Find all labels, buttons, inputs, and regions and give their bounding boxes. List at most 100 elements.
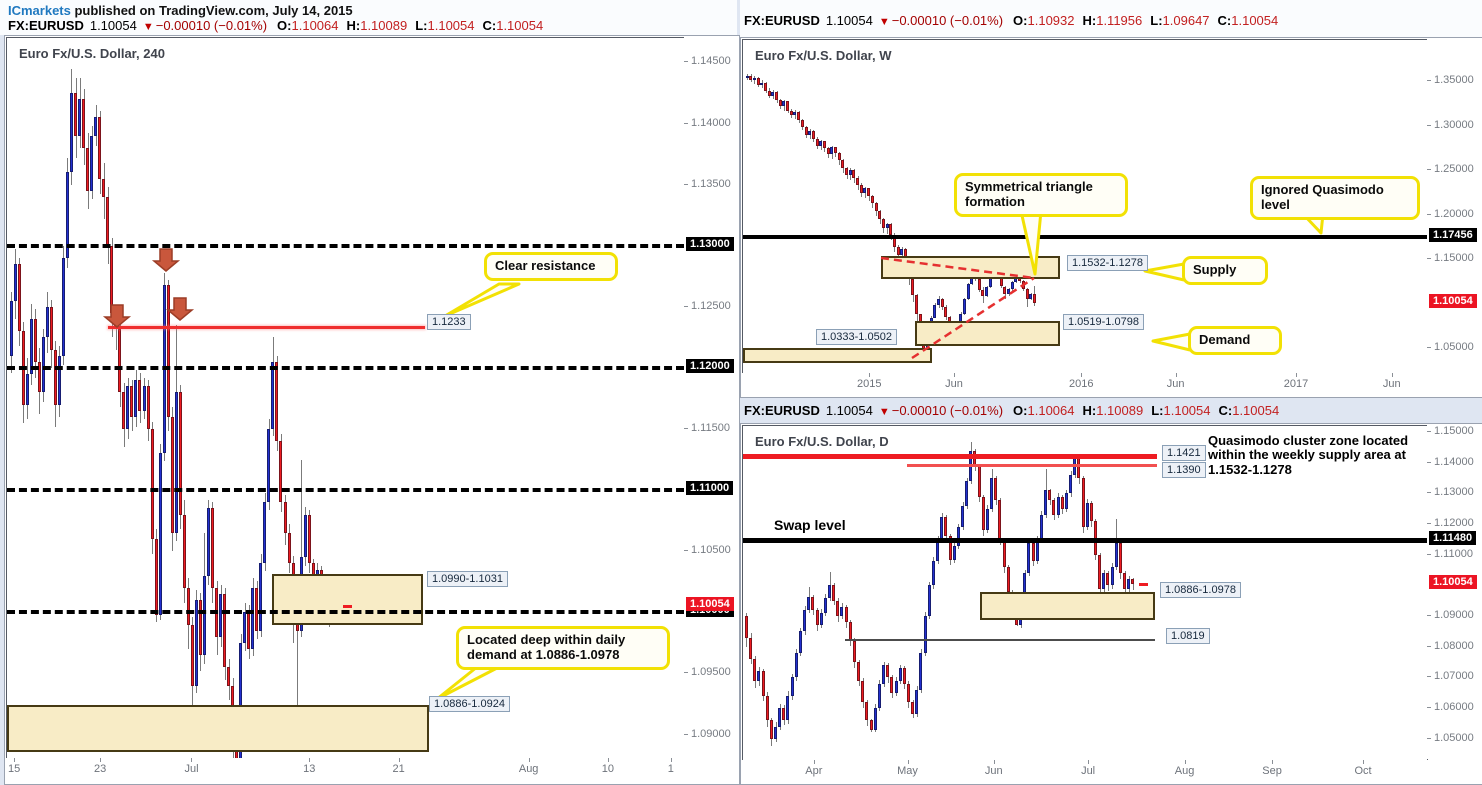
candle-body: [761, 671, 765, 696]
price-tag[interactable]: 1.0519-1.0798: [1063, 314, 1144, 330]
level-1.10000[interactable]: [7, 610, 684, 615]
demand-zone-1.0519-1.0798[interactable]: [915, 321, 1061, 347]
price-tag[interactable]: 1.1390: [1162, 462, 1206, 478]
price-tag[interactable]: 1.0990-1.1031: [427, 571, 508, 587]
candle-body: [892, 234, 896, 247]
candle-body: [870, 196, 874, 204]
candle-body: [166, 284, 170, 417]
price-axis-240[interactable]: 1.14500 1.14000 1.13500 1.12500 1.11500 1.105…: [684, 37, 738, 758]
price-tag[interactable]: 1.1421: [1162, 445, 1206, 461]
callout-note[interactable]: Clear resistance: [484, 252, 618, 281]
candle-body: [896, 246, 900, 255]
change-value: −0.00010 (−0.01%): [891, 403, 1004, 418]
tick-mark: [1175, 373, 1177, 377]
symbol-label[interactable]: FX:EURUSD: [744, 403, 820, 418]
symbol-label[interactable]: FX:EURUSD: [744, 13, 820, 28]
time-axis-label: Jun: [984, 765, 1003, 777]
candle-body: [9, 300, 13, 356]
price-axis-label: 1.11000: [1434, 547, 1473, 560]
price-tag[interactable]: 1.0886-1.0924: [429, 696, 510, 712]
candle-body: [57, 355, 61, 405]
down-arrow-icon[interactable]: [165, 297, 195, 321]
annotation-text[interactable]: Swap level: [774, 517, 846, 533]
tick-mark: [684, 428, 688, 430]
tick-mark: [684, 183, 688, 185]
quasimodo-line-1.1390[interactable]: [907, 463, 1157, 467]
candle-body: [49, 306, 53, 350]
time-axis-240[interactable]: 15 23 Jul 13 21 Aug 10 1: [6, 758, 738, 783]
candle-body: [1069, 475, 1073, 494]
tick-mark: [1427, 346, 1431, 348]
header-area-left: [0, 0, 737, 35]
quasimodo-line-1.1421[interactable]: [743, 454, 1157, 460]
chart-panel-240: Euro Fx/U.S. Dollar, 240 1.1233 1.0990-1.…: [4, 35, 740, 785]
swap-level-line-1.11480[interactable]: [743, 538, 1427, 544]
price-tag[interactable]: 1.0819: [1166, 628, 1210, 644]
chart-plot-daily[interactable]: Euro Fx/U.S. Dollar, D 1.1421 1.1390 1.088…: [742, 425, 1428, 761]
callout-note[interactable]: Ignored Quasimodo level: [1250, 176, 1420, 220]
price-axis-label: 1.14000: [1434, 455, 1474, 468]
tick-mark: [1427, 124, 1431, 126]
price-axis-label: 1.08000: [1434, 639, 1474, 652]
supply-zone-1.1532-1.1278[interactable]: [881, 256, 1061, 279]
callout-note[interactable]: Located deep within daily demand at 1.08…: [456, 626, 670, 670]
candle-body: [251, 587, 255, 649]
price-axis-weekly[interactable]: 1.35000 1.30000 1.25000 1.20000 1.15000 1.050…: [1427, 39, 1481, 373]
chart-plot-240[interactable]: Euro Fx/U.S. Dollar, 240 1.1233 1.0990-1.…: [6, 37, 685, 760]
price-axis-label: 1.15000: [1434, 425, 1474, 438]
candle-body: [756, 78, 760, 85]
last-price: 1.10054: [89, 18, 137, 33]
time-axis-daily[interactable]: Apr May Jun Jul Aug Sep Oct: [742, 760, 1481, 783]
time-axis-label: 10: [601, 763, 614, 775]
demand-zone-1.0886-1.0924[interactable]: [7, 705, 429, 752]
down-arrow-icon[interactable]: [151, 248, 181, 272]
level-1.12000[interactable]: [7, 365, 684, 370]
brand-icmarkets[interactable]: ICmarkets: [8, 3, 71, 18]
demand-zone-1.0333-1.0502[interactable]: [743, 347, 933, 363]
symbol-label[interactable]: FX:EURUSD: [8, 18, 84, 33]
price-tag[interactable]: 1.0886-1.0978: [1160, 582, 1241, 598]
callout-note[interactable]: Demand: [1188, 326, 1282, 355]
level-1.11000[interactable]: [7, 488, 684, 493]
candle-body: [122, 392, 126, 430]
time-axis-label: May: [897, 765, 918, 777]
candle-body: [977, 278, 981, 291]
support-line-1.0819[interactable]: [844, 638, 1156, 641]
price-tag[interactable]: 1.0333-1.0502: [816, 329, 897, 345]
high-label: H:: [346, 18, 361, 33]
candle-body: [1010, 282, 1014, 290]
demand-zone-1.0886-1.0978[interactable]: [980, 592, 1156, 621]
candle-body: [1007, 289, 1011, 295]
price-tag[interactable]: 1.1532-1.1278: [1067, 255, 1148, 271]
quasimodo-level-1.17456[interactable]: [743, 235, 1427, 240]
price-tag[interactable]: 1.1233: [427, 314, 471, 330]
chart-plot-weekly[interactable]: Euro Fx/U.S. Dollar, W 1.1532-1.1278 1.05…: [742, 39, 1428, 375]
candle-body: [837, 152, 841, 160]
candle-body: [933, 305, 937, 318]
candle-body: [61, 257, 65, 356]
candle-body: [889, 223, 893, 235]
callout-note[interactable]: Symmetrical triangle formation: [954, 173, 1128, 217]
candle-body: [202, 575, 206, 656]
callout-note[interactable]: Supply: [1182, 256, 1268, 285]
publish-text: published on TradingView.com, July 14, 2…: [70, 3, 353, 18]
candle-body: [13, 264, 17, 301]
candle-body: [53, 349, 57, 405]
time-axis-weekly[interactable]: 2015 Jun 2016 Jun 2017 Jun: [742, 373, 1481, 396]
candle-body: [190, 624, 194, 686]
low-value: 1.09647: [1162, 13, 1210, 28]
annotation-text[interactable]: Quasimodo cluster zone located within th…: [1208, 433, 1409, 477]
tick-mark: [1427, 80, 1431, 82]
resistance-1.13000[interactable]: [7, 243, 684, 248]
price-axis-daily[interactable]: 1.15000 1.14000 1.13000 1.12000 1.11000 1.090…: [1427, 425, 1481, 759]
price-axis-label: 1.05000: [1434, 340, 1474, 353]
candle-body: [1127, 579, 1131, 589]
candle-body: [794, 652, 798, 678]
candle-body: [1081, 478, 1085, 528]
candle-body: [110, 245, 114, 313]
resistance-1.1233[interactable]: [107, 325, 426, 329]
tick-mark: [14, 758, 16, 762]
candle-body: [840, 606, 844, 617]
candle-body: [1021, 281, 1025, 290]
demand-zone-1.0990-1.1031[interactable]: [272, 574, 423, 625]
